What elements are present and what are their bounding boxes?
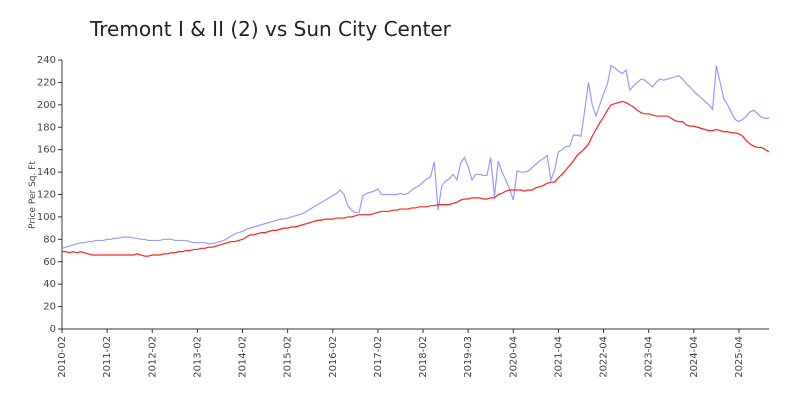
y-tick-label: 20 <box>43 302 56 313</box>
x-tick-label: 2015-02 <box>283 336 294 378</box>
y-tick-label: 120 <box>37 190 56 201</box>
y-tick-label: 240 <box>37 55 56 66</box>
x-tick-label: 2014-02 <box>238 336 249 378</box>
y-tick-label: 0 <box>50 324 56 335</box>
y-tick-label: 100 <box>37 212 56 223</box>
x-tick-label: 2016-02 <box>328 336 339 378</box>
x-tick-label: 2010-02 <box>57 336 68 378</box>
x-tick-label: 2021-04 <box>553 336 564 378</box>
x-tick-label: 2017-02 <box>373 336 384 378</box>
x-tick-label: 2013-02 <box>192 336 203 378</box>
y-tick-label: 60 <box>43 257 56 268</box>
x-tick-label: 2018-02 <box>418 336 429 378</box>
y-tick-label: 220 <box>37 77 56 88</box>
x-tick-label: 2012-02 <box>147 336 158 378</box>
x-tick-label: 2025-04 <box>734 336 745 378</box>
y-tick-label: 160 <box>37 145 56 156</box>
x-tick-label: 2019-03 <box>463 336 474 378</box>
y-axis-label: Price Per Sq. Ft <box>28 161 38 229</box>
chart-title: Tremont I & II (2) vs Sun City Center <box>89 17 452 41</box>
y-tick-label: 80 <box>43 234 56 245</box>
y-tick-label: 180 <box>37 122 56 133</box>
series-line <box>62 100 770 257</box>
x-tick-label: 2024-04 <box>689 336 700 378</box>
y-tick-label: 140 <box>37 167 56 178</box>
y-tick-label: 40 <box>43 279 56 290</box>
x-tick-label: 2011-02 <box>102 336 113 378</box>
x-tick-label: 2020-04 <box>508 336 519 378</box>
x-tick-label: 2022-04 <box>599 336 610 378</box>
y-tick-label: 200 <box>37 100 56 111</box>
series-line <box>61 64 769 249</box>
x-tick-label: 2023-04 <box>644 336 655 378</box>
